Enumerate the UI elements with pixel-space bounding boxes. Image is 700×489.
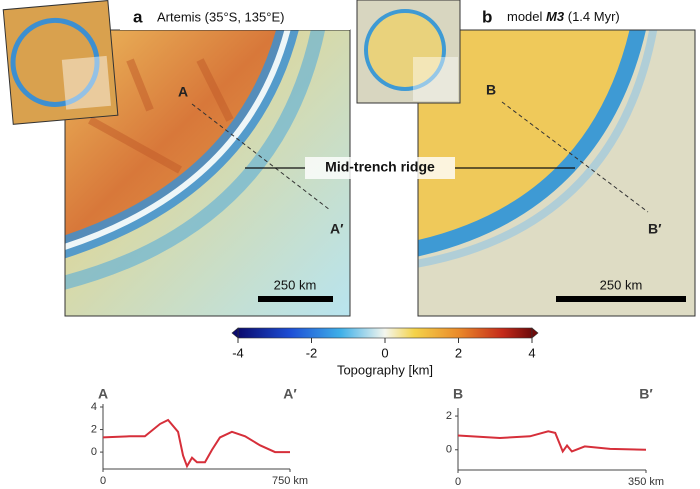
point-label: B: [486, 82, 496, 98]
x-tick-label: 350 km: [628, 476, 664, 488]
scale-label: 250 km: [274, 277, 317, 292]
x-tick-label: 0: [455, 476, 461, 488]
colorbar-tick-label: 2: [455, 345, 462, 360]
profile-start: A: [98, 386, 108, 402]
map-a: [65, 30, 350, 316]
title-suffix: (1.4 Myr): [568, 9, 620, 24]
panel-letter: b: [482, 7, 492, 26]
point-label: A: [178, 84, 188, 100]
profile-line: [457, 430, 647, 454]
point-label: B′: [648, 221, 662, 237]
map-b: [418, 30, 695, 316]
profile-line: [102, 418, 290, 469]
annotation-box: [305, 157, 455, 179]
y-tick-label: 2: [446, 410, 452, 422]
colorbar-tick-label: -4: [232, 345, 244, 360]
annotation: Mid-trench ridge: [325, 159, 435, 175]
colorbar-tick-label: 4: [528, 345, 535, 360]
y-tick-label: 0: [446, 444, 452, 456]
panel-title: model M3 (1.4 Myr): [507, 9, 620, 24]
colorbar-end: [531, 327, 539, 339]
profile-end: B′: [639, 386, 653, 402]
colorbar-label: Topography [km]: [337, 362, 433, 377]
scale-label: 250 km: [600, 277, 643, 292]
y-tick-label: 0: [91, 446, 97, 458]
profile-line-b: [501, 101, 649, 213]
panel-letter: a: [133, 7, 143, 26]
x-tick-label: 750 km: [272, 475, 308, 487]
colorbar: [237, 327, 533, 339]
x-tick-label: 0: [100, 475, 106, 487]
title-model: M3: [546, 9, 565, 24]
inset-a: [2, 0, 119, 125]
colorbar-tick-label: 0: [381, 345, 388, 360]
title-prefix: model: [507, 9, 543, 24]
inset-b: [356, 0, 461, 104]
colorbar-end: [231, 327, 239, 339]
profile-line-a: [191, 103, 331, 211]
scale-bar: [556, 296, 686, 302]
point-label: A′: [330, 221, 344, 237]
dynamic-layer: -4 -2 0 2 4 0 2 4 0 750 km A A′ 0 2 0 350 km B B′: [91, 338, 664, 488]
panel-title: Artemis (35°S, 135°E): [157, 9, 284, 24]
profile-end: A′: [283, 386, 297, 402]
scale-bar: [258, 296, 333, 302]
profile-start: B: [453, 386, 463, 402]
colorbar-tick-label: -2: [306, 345, 318, 360]
y-tick-label: 2: [91, 423, 97, 435]
y-tick-label: 4: [91, 401, 97, 413]
title-bg: [120, 5, 350, 30]
